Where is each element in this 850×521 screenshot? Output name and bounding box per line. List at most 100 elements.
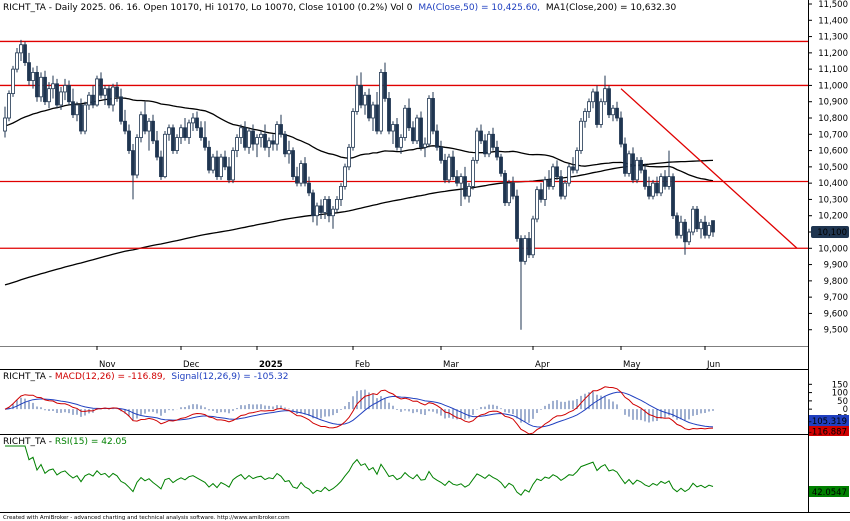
candle (127, 124, 131, 154)
candle (87, 91, 91, 110)
chart-title-ma50: MA(Close,50) = 10,425.60, (418, 3, 540, 13)
candle (215, 150, 219, 180)
candle-body (687, 231, 691, 243)
candle (479, 124, 483, 145)
candle (31, 67, 35, 89)
candle (243, 121, 247, 151)
candle (267, 137, 271, 158)
candle (139, 111, 143, 143)
rsi-value-label: 42.0547 (812, 488, 847, 498)
candle-body (475, 130, 479, 161)
candle-body (387, 98, 391, 132)
candle (71, 88, 75, 118)
rsi-value-badge (809, 486, 849, 497)
candle-body (567, 166, 571, 184)
last-price-marker: 10,100 (811, 226, 849, 238)
candle (419, 111, 423, 151)
candle-body (443, 159, 447, 181)
candle (667, 150, 671, 190)
candle (395, 118, 399, 151)
candle (399, 134, 403, 154)
candle (351, 108, 355, 151)
candle-body (275, 124, 279, 145)
candle-body (499, 156, 503, 174)
candle (195, 111, 199, 132)
candle (563, 179, 567, 200)
candle (103, 85, 107, 105)
candle (359, 72, 363, 109)
candle-body (547, 179, 551, 187)
candle (259, 131, 263, 148)
candle-body (587, 101, 591, 112)
candle (447, 153, 451, 184)
candle (123, 109, 127, 135)
candle-body (347, 146, 351, 168)
macd-tick-label: 0 (843, 405, 848, 415)
candle-body (235, 137, 239, 151)
candle-body (259, 133, 263, 138)
candle (59, 87, 63, 110)
candle (411, 121, 415, 145)
candle (451, 150, 455, 180)
price-tick-label: 11,300 (818, 33, 848, 43)
candle (263, 124, 267, 151)
candle-body (503, 172, 507, 204)
price-tick-label: 10,800 (818, 114, 848, 124)
candle-body (643, 169, 647, 187)
candle-body (203, 137, 207, 148)
candle-body (123, 120, 127, 132)
candle-body (171, 127, 175, 151)
candle-body (591, 91, 595, 103)
rsi-title-value: RSI(15) = 42.05 (55, 437, 127, 447)
candle (79, 98, 83, 135)
candle-body (167, 127, 171, 135)
candle (3, 106, 7, 138)
candle-body (119, 96, 123, 122)
candle (495, 140, 499, 161)
date-tick-label: Nov (99, 360, 116, 370)
candle-body (595, 91, 599, 125)
candle (507, 179, 511, 206)
candle-body (367, 94, 371, 119)
last-price-badge (811, 226, 849, 238)
candle-body (3, 117, 7, 132)
candle-body (239, 127, 243, 138)
candle-body (127, 130, 131, 151)
candle-body (175, 137, 179, 151)
rsi-line-group (5, 445, 714, 496)
candle (691, 205, 695, 236)
candle (651, 179, 655, 200)
candle-body (71, 101, 75, 116)
candle-body (187, 122, 191, 138)
candle (599, 98, 603, 128)
candle-body (303, 163, 307, 184)
candle (543, 176, 547, 206)
price-tick-label: 9,700 (824, 293, 848, 303)
candle (239, 124, 243, 145)
candle (579, 118, 583, 154)
candle (567, 163, 571, 187)
candle-body (227, 166, 231, 181)
chart-title-ma200: MA1(Close,200) = 10,632.30 (546, 3, 677, 13)
candle (539, 183, 543, 203)
candle-body (263, 133, 267, 148)
candle (591, 88, 595, 109)
candle-body (331, 208, 335, 217)
candle-body (695, 208, 699, 230)
candle (299, 160, 303, 187)
signal-value-badge (809, 415, 849, 426)
candle (587, 98, 591, 118)
candle-body (575, 150, 579, 171)
candle-body (247, 130, 251, 148)
candle-body (655, 182, 659, 194)
candle-body (675, 215, 679, 236)
candle (279, 114, 283, 138)
candle-body (327, 199, 331, 217)
date-tick-label: Feb (355, 360, 370, 370)
candle-body (439, 146, 443, 161)
candle (375, 91, 379, 135)
price-tick-label: 10,700 (818, 130, 848, 140)
candle-body (659, 176, 663, 194)
candle (99, 72, 103, 99)
